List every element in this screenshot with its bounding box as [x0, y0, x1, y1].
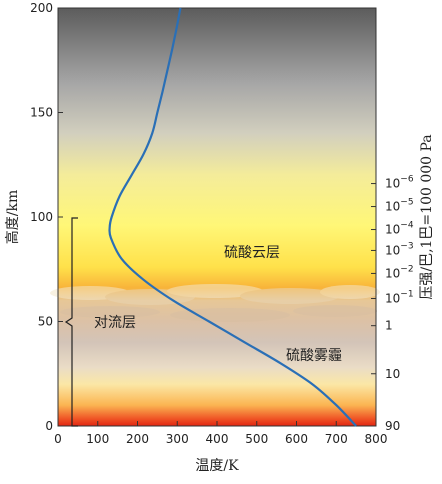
x-tick-label: 600 — [285, 432, 308, 446]
x-tick-label: 500 — [245, 432, 268, 446]
troposphere-label: 对流层 — [94, 315, 136, 331]
pressure-tick-label: 10 — [385, 367, 400, 381]
pressure-tick-label: 90 — [385, 419, 400, 433]
pressure-axis-title: 压强/巴,1巴=100 000 Pa — [419, 134, 435, 299]
cloud-layer-label: 硫酸云层 — [224, 245, 280, 261]
x-tick-label: 0 — [54, 432, 62, 446]
y-tick-label: 200 — [30, 1, 53, 15]
pressure-tick-exponent: −5 — [400, 198, 413, 208]
pressure-tick-label: 1 — [385, 319, 393, 333]
haze-label: 硫酸雾霾 — [286, 348, 342, 364]
pressure-tick-label: 10−6 — [385, 175, 414, 191]
temperature-profile-line — [108, 7, 357, 427]
pressure-tick-exponent: −1 — [400, 290, 413, 300]
pressure-tick-label: 10−5 — [385, 198, 414, 214]
pressure-tick-exponent: −4 — [400, 221, 414, 231]
pressure-tick-label: 10−1 — [385, 290, 414, 306]
pressure-tick-exponent: −3 — [400, 241, 413, 251]
x-tick-label: 800 — [365, 432, 388, 446]
x-axis-ticks: 0 100 200 300 400 500 600 700 800 — [54, 421, 387, 446]
y-axis-ticks: 0 50 100 150 200 — [30, 1, 63, 433]
troposphere-bracket — [64, 217, 78, 427]
pressure-tick-exponent: −6 — [400, 175, 414, 185]
y-tick-label: 0 — [45, 419, 53, 433]
x-axis-title: 温度/K — [195, 458, 239, 474]
pressure-tick-label: 10−2 — [385, 264, 414, 280]
x-tick-label: 400 — [206, 432, 229, 446]
pressure-tick-exponent: −2 — [400, 264, 413, 274]
x-tick-label: 700 — [325, 432, 348, 446]
x-tick-label: 300 — [166, 432, 189, 446]
x-tick-label: 200 — [126, 432, 149, 446]
cloud-layer-texture — [50, 284, 380, 322]
y-tick-label: 150 — [30, 106, 53, 120]
pressure-tick-label: 10−4 — [385, 221, 414, 237]
watermark: 知乎 @松泉 — [332, 459, 396, 473]
y-tick-label: 100 — [30, 210, 53, 224]
x-tick-label: 100 — [86, 432, 109, 446]
y-tick-label: 50 — [38, 315, 53, 329]
pressure-axis-ticks: 90 10 1 10−1 10−2 10−3 10−4 10−5 10−6 — [371, 175, 414, 433]
pressure-tick-label: 10−3 — [385, 241, 414, 257]
y-axis-title: 高度/km — [4, 190, 21, 244]
